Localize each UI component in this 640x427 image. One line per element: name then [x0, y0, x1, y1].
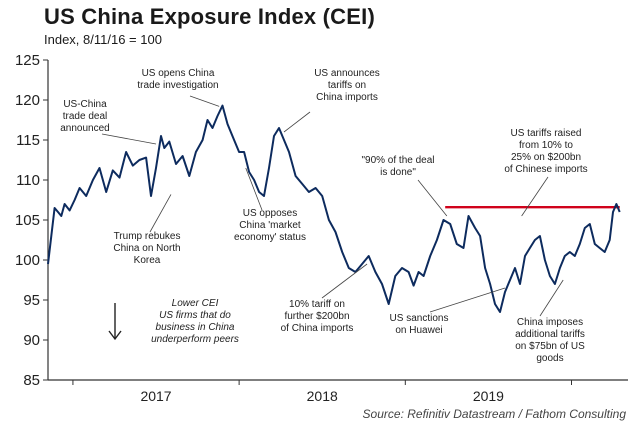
down-arrow-head-icon — [108, 330, 122, 341]
chart-subtitle: Index, 8/11/16 = 100 — [44, 32, 162, 47]
annotation-line: 25% on $200bn — [511, 152, 581, 163]
annotation-line: goods — [536, 353, 563, 364]
annotations: US-China trade deal announced US opens Chin… — [60, 68, 587, 364]
annotation-leader-line — [321, 263, 368, 299]
y-tick-label: 105 — [15, 212, 40, 229]
annotation-line: US sanctions — [390, 313, 449, 324]
note-text: Lower CEI US firms that do business in Chi… — [151, 298, 239, 345]
annotation-line: from 10% to — [519, 140, 573, 151]
annotation-leader-line — [539, 279, 564, 317]
annotation-text: US opposes China 'market economy' status — [234, 208, 306, 243]
chart-title: US China Exposure Index (CEI) — [44, 4, 375, 29]
annotation-line: China on North — [113, 243, 180, 254]
y-tick-label: 115 — [16, 132, 40, 149]
annotation-leader-line — [283, 111, 311, 133]
annotation-leader-line — [149, 194, 172, 233]
annotation-line: on $75bn of US — [515, 341, 585, 352]
annotation-line: US announces — [314, 68, 380, 79]
y-tick-label: 85 — [23, 372, 40, 389]
annotation-line: Trump rebukes — [114, 231, 181, 242]
note-line: business in China — [156, 322, 235, 333]
annotation-line: tariffs on — [328, 80, 366, 91]
annotation-text: Trump rebukes China on North Korea — [113, 231, 180, 266]
y-tick-label: 125 — [15, 52, 40, 69]
annotation-line: additional tariffs — [515, 329, 585, 340]
annotation-line: China 'market — [239, 220, 301, 231]
note-line: Lower CEI — [172, 298, 219, 309]
annotation-text: US tariffs raised from 10% to 25% on $200b… — [504, 128, 587, 175]
annotation-line: China imposes — [517, 317, 583, 328]
annotation-line: on Huawei — [395, 325, 442, 336]
x-tick-label: 2017 — [140, 388, 171, 404]
annotation-line: economy' status — [234, 232, 306, 243]
y-tick-label: 100 — [15, 252, 40, 269]
annotation-text: US sanctions on Huawei — [390, 313, 449, 336]
annotation-text: 10% tariff on further $200bn of China impo… — [281, 299, 354, 334]
x-tick-label: 2018 — [307, 388, 338, 404]
annotation-line: of China imports — [281, 323, 354, 334]
annotation-line: trade investigation — [137, 80, 218, 91]
annotation-line: Korea — [134, 255, 161, 266]
annotation-line: of Chinese imports — [504, 164, 587, 175]
annotation-leader-line — [429, 287, 506, 313]
annotation-text: US announces tariffs on China imports — [314, 68, 380, 103]
annotation-leader-line — [101, 133, 157, 145]
annotation-leader-line — [245, 167, 263, 211]
annotation-line: US tariffs raised — [511, 128, 582, 139]
annotation-leader-line — [417, 179, 448, 217]
lower-cei-note: Lower CEI US firms that do business in Chi… — [108, 298, 239, 345]
y-tick-label: 90 — [23, 332, 40, 349]
annotation-leader-line — [189, 95, 220, 107]
annotation-line: announced — [60, 123, 110, 134]
cei-series-line — [47, 104, 621, 313]
annotation-text: US opens China trade investigation — [137, 68, 218, 91]
series-group — [47, 104, 621, 313]
annotation-line: further $200bn — [284, 311, 349, 322]
annotation-line: 10% tariff on — [289, 299, 345, 310]
annotation-leaders — [101, 95, 564, 317]
annotation-line: is done" — [380, 167, 416, 178]
y-axis-ticks: 85 90 95 100 105 110 115 120 125 — [15, 52, 48, 389]
annotation-line: US-China — [63, 99, 107, 110]
y-tick-label: 120 — [15, 92, 40, 109]
x-tick-label: 2019 — [473, 388, 504, 404]
note-line: US firms that do — [159, 310, 231, 321]
x-axis-ticks: 2017 2018 2019 — [72, 380, 572, 404]
y-tick-label: 95 — [23, 292, 40, 309]
annotation-text: US-China trade deal announced — [60, 99, 110, 134]
annotation-text: China imposes additional tariffs on $75bn … — [515, 317, 585, 364]
source-note: Source: Refinitiv Datastream / Fathom Co… — [362, 407, 626, 421]
note-line: underperform peers — [151, 334, 239, 345]
annotation-line: trade deal — [63, 111, 107, 122]
annotation-line: "90% of the deal — [361, 155, 434, 166]
annotation-text: "90% of the deal is done" — [361, 155, 434, 178]
annotation-line: US opposes — [243, 208, 297, 219]
annotation-leader-line — [521, 176, 549, 217]
annotation-line: China imports — [316, 92, 378, 103]
y-tick-label: 110 — [16, 172, 40, 189]
annotation-line: US opens China — [142, 68, 215, 79]
